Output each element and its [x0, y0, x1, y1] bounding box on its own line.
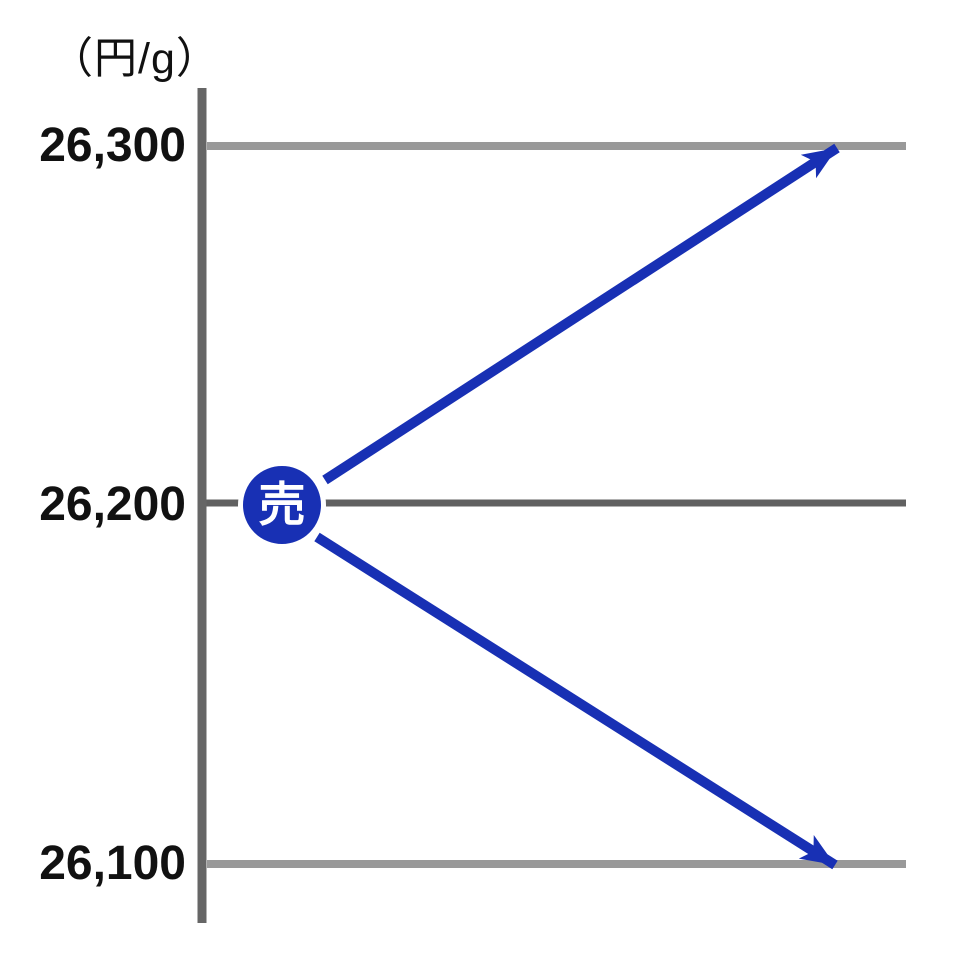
arrow-up-to-26300: [322, 143, 840, 485]
y-tick-label-26200: 26,200: [39, 478, 186, 531]
arrow-down-to-26100: [314, 532, 838, 870]
sell-marker-label: 売: [258, 477, 306, 531]
y-tick-label-26300: 26,300: [39, 119, 186, 172]
y-axis-unit-label: （円/g）: [50, 35, 220, 83]
y-tick-label-26100: 26,100: [39, 837, 186, 890]
sell-marker: 売: [238, 461, 326, 549]
